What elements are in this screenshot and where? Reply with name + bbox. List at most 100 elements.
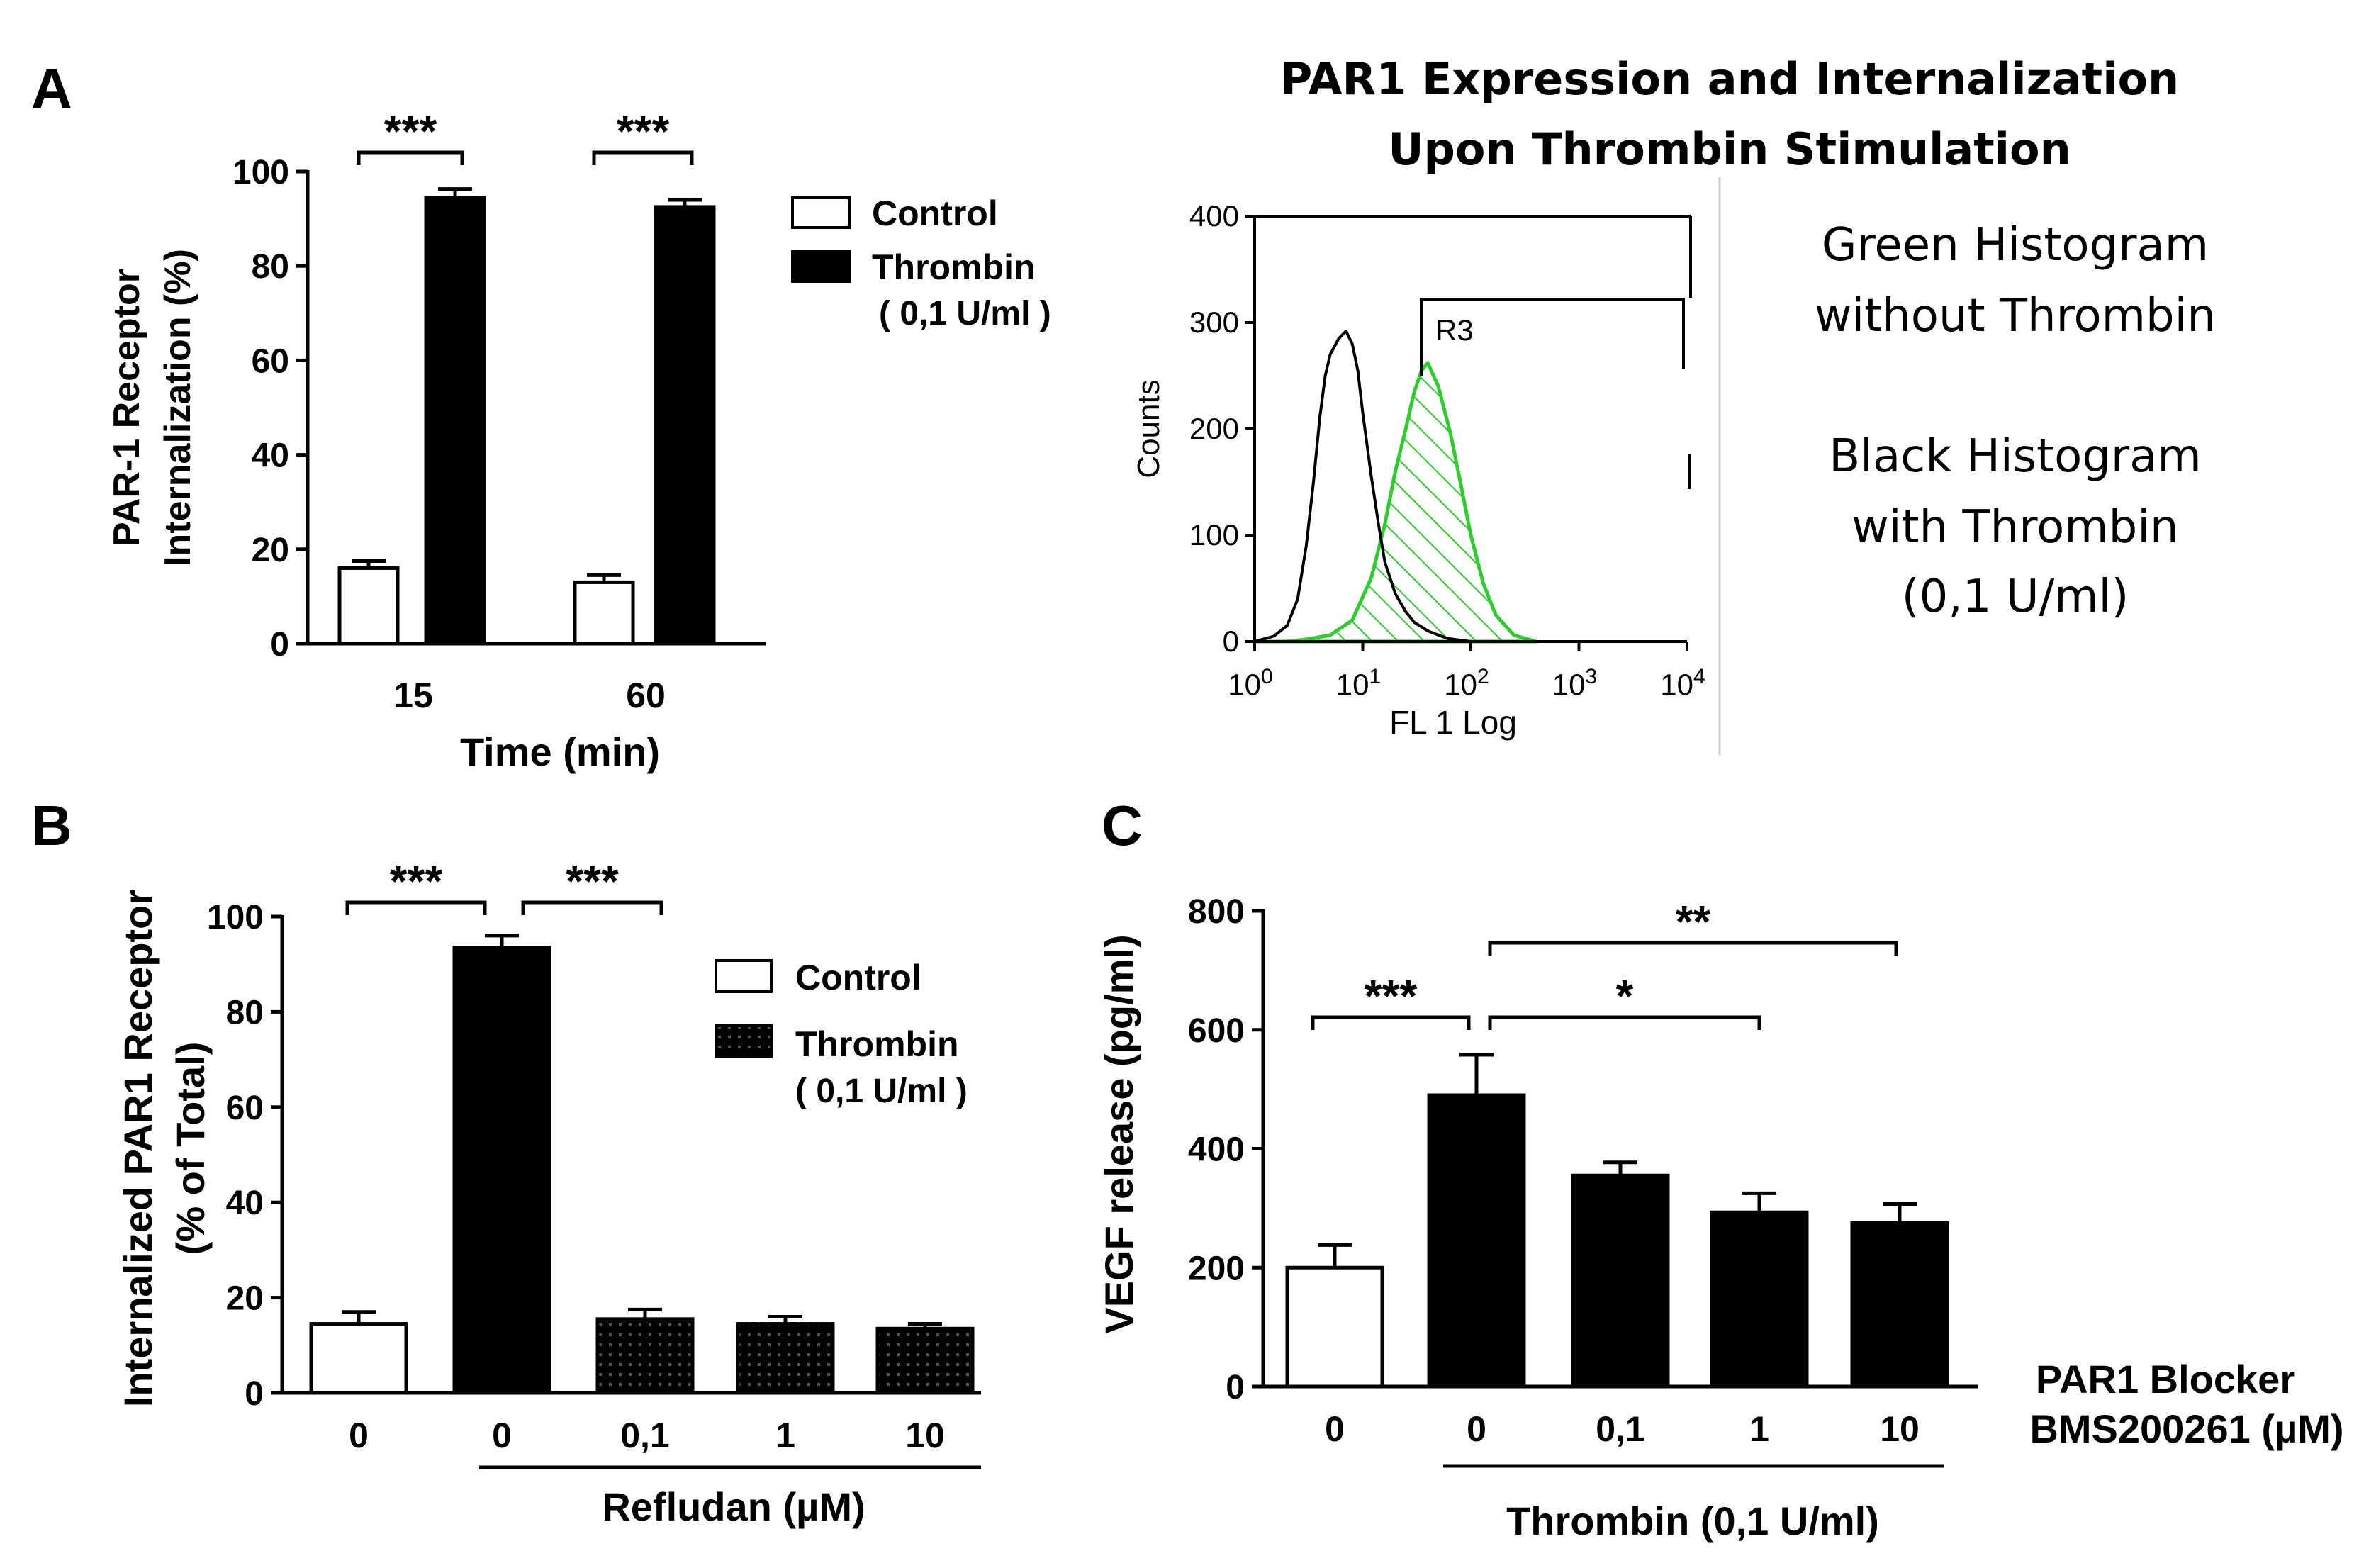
panel-a-ytick-label: 20 [252, 532, 289, 569]
flow-ytick-label: 0 [1223, 625, 1239, 658]
panel-b-ylabel-line2: (% of Total) [168, 1042, 213, 1255]
panel-b-ytick-label: 40 [226, 1185, 264, 1222]
panel-a-ytick-label: 100 [232, 154, 289, 191]
panel-b-chart: Internalized PAR1 Receptor (% of Total) … [116, 856, 981, 1529]
panel-b-bar [875, 1326, 975, 1395]
legend-b-control-swatch [715, 959, 773, 993]
panel-a-significance-bracket [357, 150, 464, 165]
panel-c-xtick-label: 0 [1467, 1409, 1486, 1449]
flow-title-line2: Upon Thrombin Stimulation [1388, 123, 2071, 175]
panel-a-ylabel-line1: PAR-1 Receptor [106, 269, 147, 547]
legend-control-swatch [791, 196, 851, 229]
panel-b-ytick-label: 60 [226, 1090, 264, 1127]
panel-a-thrombin-bar [424, 196, 486, 646]
legend-thrombin-label: Thrombin [872, 247, 1036, 287]
annotation-black-line1: Black Histogram [1829, 430, 2202, 483]
flow-panel: PAR1 Expression and Internalization Upon… [1131, 53, 2216, 755]
panel-b-bar [595, 1317, 695, 1395]
panel-b-xtick-label: 10 [905, 1416, 945, 1455]
panel-a-significance-bracket-label: *** [617, 106, 670, 157]
panel-b-ytick-label: 100 [207, 899, 264, 936]
legend-thrombin-dose: ( 0,1 U/ml ) [879, 295, 1051, 332]
panel-a-ytick-label: 0 [270, 626, 289, 663]
panel-b-plot: 0 20 40 60 80 100 0 0 0,1 1 10 *** *** [207, 856, 981, 1455]
panel-a-xtick-label: 60 [626, 676, 666, 715]
panel-a-ylabel-line2: Internalization (%) [157, 249, 198, 566]
panel-b-xlabel: Refludan (µM) [602, 1484, 865, 1529]
flow-xtick-label: 101 [1336, 665, 1381, 701]
flow-xlabel: FL 1 Log [1389, 704, 1517, 741]
panel-a-xtick-label: 15 [393, 676, 433, 715]
panel-letter-a: A [31, 57, 72, 120]
panel-c-ytick-label: 200 [1188, 1250, 1245, 1287]
panel-c-significance-bracket-label: *** [1365, 970, 1418, 1021]
flow-xtick-exponent: 2 [1477, 665, 1489, 688]
flow-gate-label: R3 [1435, 313, 1474, 347]
flow-xtick-label: 100 [1228, 665, 1272, 701]
panel-c-significance-bracket [1311, 1015, 1471, 1030]
panel-a-significance-bracket-label: *** [384, 106, 437, 157]
panel-b-significance-bracket-label: *** [390, 856, 443, 907]
legend-b-thrombin-swatch [715, 1024, 773, 1058]
flow-xtick-label: 102 [1444, 665, 1489, 701]
panel-b-significance-bracket-label: *** [566, 856, 619, 907]
panel-letter-c: C [1102, 794, 1143, 857]
flow-ylabel: Counts [1131, 379, 1166, 478]
flow-xtick-label: 104 [1660, 665, 1705, 701]
panel-c-ytick-label: 400 [1188, 1131, 1245, 1169]
panel-c-xtick-label: 0,1 [1596, 1409, 1645, 1449]
panel-b-xtick-label: 0 [492, 1416, 512, 1455]
panel-a-ytick-label: 60 [252, 342, 289, 380]
panel-c-bar [1710, 1210, 1809, 1389]
panel-b-xtick-label: 0 [349, 1416, 369, 1455]
panel-c-blocker-label-line2: BMS200261 (µM) [2029, 1406, 2343, 1451]
panel-b-ytick-label: 0 [245, 1375, 264, 1413]
panel-b-bar [309, 1322, 408, 1395]
panel-c-significance-bracket [1488, 1015, 1761, 1030]
panel-c-significance-bracket-label: ** [1676, 896, 1711, 947]
panel-b-significance-bracket [345, 900, 487, 915]
flow-xtick-exponent: 0 [1261, 665, 1273, 688]
annotation-black-line2: with Thrombin [1851, 501, 2178, 554]
panel-c-ytick-label: 600 [1188, 1012, 1245, 1050]
panel-b-ytick-label: 20 [226, 1280, 264, 1318]
legend-b-control-label: Control [795, 958, 921, 997]
flow-xtick-exponent: 3 [1586, 665, 1598, 688]
flow-ytick-label: 300 [1189, 306, 1239, 339]
panel-c-bar [1850, 1221, 1949, 1389]
panel-b-legend: Control Thrombin ( 0,1 U/ml ) [715, 958, 968, 1110]
panel-c-ytick-label: 800 [1188, 893, 1245, 931]
panel-a-control-bar [573, 580, 635, 646]
panel-c-xtick-label: 10 [1880, 1409, 1920, 1449]
flow-xtick-exponent: 1 [1369, 665, 1382, 688]
panel-c-bar [1571, 1173, 1670, 1389]
panel-a-ytick-label: 40 [252, 437, 289, 475]
panel-c-ytick-label: 0 [1226, 1369, 1245, 1406]
annotation-green-line1: Green Histogram [1822, 219, 2209, 271]
panel-b-ylabel-line1: Internalized PAR1 Receptor [116, 890, 160, 1407]
panel-c-xlabel: Thrombin (0,1 U/ml) [1506, 1499, 1879, 1543]
panel-a-legend: Control Thrombin ( 0,1 U/ml ) [791, 194, 1051, 332]
panel-b-bar [736, 1322, 835, 1395]
panel-b-ytick-label: 80 [226, 994, 264, 1031]
panel-b-xtick-label: 1 [775, 1416, 795, 1455]
panel-a-xlabel: Time (min) [460, 729, 660, 774]
panel-a-significance-bracket [592, 150, 694, 165]
panel-a-thrombin-bar [654, 205, 716, 646]
panel-b-significance-bracket [521, 900, 663, 915]
panel-c-xtick-label: 1 [1749, 1409, 1769, 1449]
flow-gate-r3 [1420, 298, 1685, 376]
panel-a-control-bar [337, 566, 400, 646]
panel-c-bar [1427, 1093, 1526, 1389]
panel-b-xtick-label: 0,1 [620, 1416, 670, 1455]
panel-c-bar [1285, 1265, 1384, 1389]
flow-xtick-label: 103 [1552, 665, 1597, 701]
panel-a-ytick-label: 80 [252, 248, 289, 286]
legend-b-thrombin-dose: ( 0,1 U/ml ) [795, 1073, 968, 1110]
panel-c-chart: VEGF release (pg/ml) Thrombin (0,1 U/ml)… [1097, 893, 2344, 1543]
flow-title-line1: PAR1 Expression and Internalization [1280, 53, 2179, 105]
